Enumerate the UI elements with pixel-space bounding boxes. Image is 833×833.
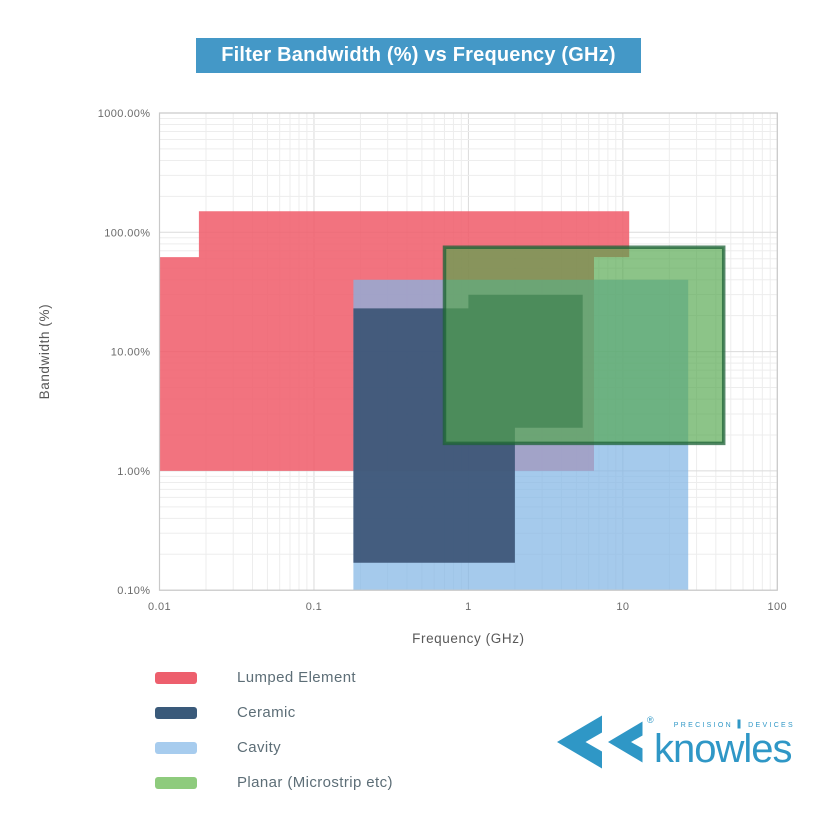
logo-brand-text: knowles bbox=[654, 727, 792, 771]
region-planar-microstrip-etc bbox=[442, 245, 726, 446]
legend-label: Lumped Element bbox=[237, 669, 357, 686]
y-tick-1000.00%: 1000.00% bbox=[98, 108, 151, 120]
legend-item-lumped-element: Lumped Element bbox=[155, 660, 393, 695]
x-tick-0.1: 0.1 bbox=[306, 601, 323, 613]
knowles-logo: ® knowles PRECISION DEVICES bbox=[552, 709, 802, 771]
logo-tagline-separator bbox=[737, 719, 741, 729]
tick-labels: 0.01 0.1 1 10 100 1000.00% 100.00% 10.00% 1.00% 0… bbox=[98, 108, 787, 613]
legend-swatch-icon bbox=[155, 741, 197, 754]
legend-label: Cavity bbox=[237, 739, 282, 756]
legend-label: Planar (Microstrip etc) bbox=[237, 774, 393, 791]
logo-tagline-devices: DEVICES bbox=[748, 722, 795, 729]
y-tick-100.00%: 100.00% bbox=[104, 227, 150, 239]
registered-mark-icon: ® bbox=[647, 715, 654, 725]
logo-chevron-inner-icon bbox=[608, 721, 643, 763]
chart-legend: Lumped Element Ceramic Cavity Planar (Micro… bbox=[155, 660, 393, 800]
legend-swatch-icon bbox=[155, 776, 197, 789]
legend-item-ceramic: Ceramic bbox=[155, 695, 393, 730]
legend-label: Ceramic bbox=[237, 704, 296, 721]
y-tick-10.00%: 10.00% bbox=[111, 347, 151, 359]
x-axis-title: Frequency (GHz) bbox=[412, 631, 525, 646]
x-tick-10: 10 bbox=[616, 601, 629, 613]
logo-chevron-outer-icon bbox=[557, 715, 602, 769]
y-axis-title: Bandwidth (%) bbox=[37, 304, 52, 400]
bandwidth-frequency-chart: 0.01 0.1 1 10 100 1000.00% 100.00% 10.00% 1.00% 0… bbox=[37, 108, 787, 646]
chart-title-banner: Filter Bandwidth (%) vs Frequency (GHz) bbox=[196, 38, 641, 73]
plot-border bbox=[158, 112, 778, 591]
legend-item-planar-microstrip-etc: Planar (Microstrip etc) bbox=[155, 765, 393, 800]
regions bbox=[159, 211, 726, 591]
logo-tagline-precision: PRECISION bbox=[674, 722, 733, 729]
legend-swatch-icon bbox=[155, 671, 197, 684]
legend-item-cavity: Cavity bbox=[155, 730, 393, 765]
x-tick-1: 1 bbox=[465, 601, 472, 613]
knowles-logo-graphic: ® knowles PRECISION DEVICES bbox=[557, 715, 795, 771]
legend-swatch-icon bbox=[155, 706, 197, 719]
y-tick-0.10%: 0.10% bbox=[117, 585, 150, 597]
x-tick-0.01: 0.01 bbox=[148, 601, 171, 613]
y-tick-1.00%: 1.00% bbox=[117, 466, 150, 478]
x-tick-100: 100 bbox=[768, 601, 788, 613]
chart-title: Filter Bandwidth (%) vs Frequency (GHz) bbox=[221, 44, 616, 66]
